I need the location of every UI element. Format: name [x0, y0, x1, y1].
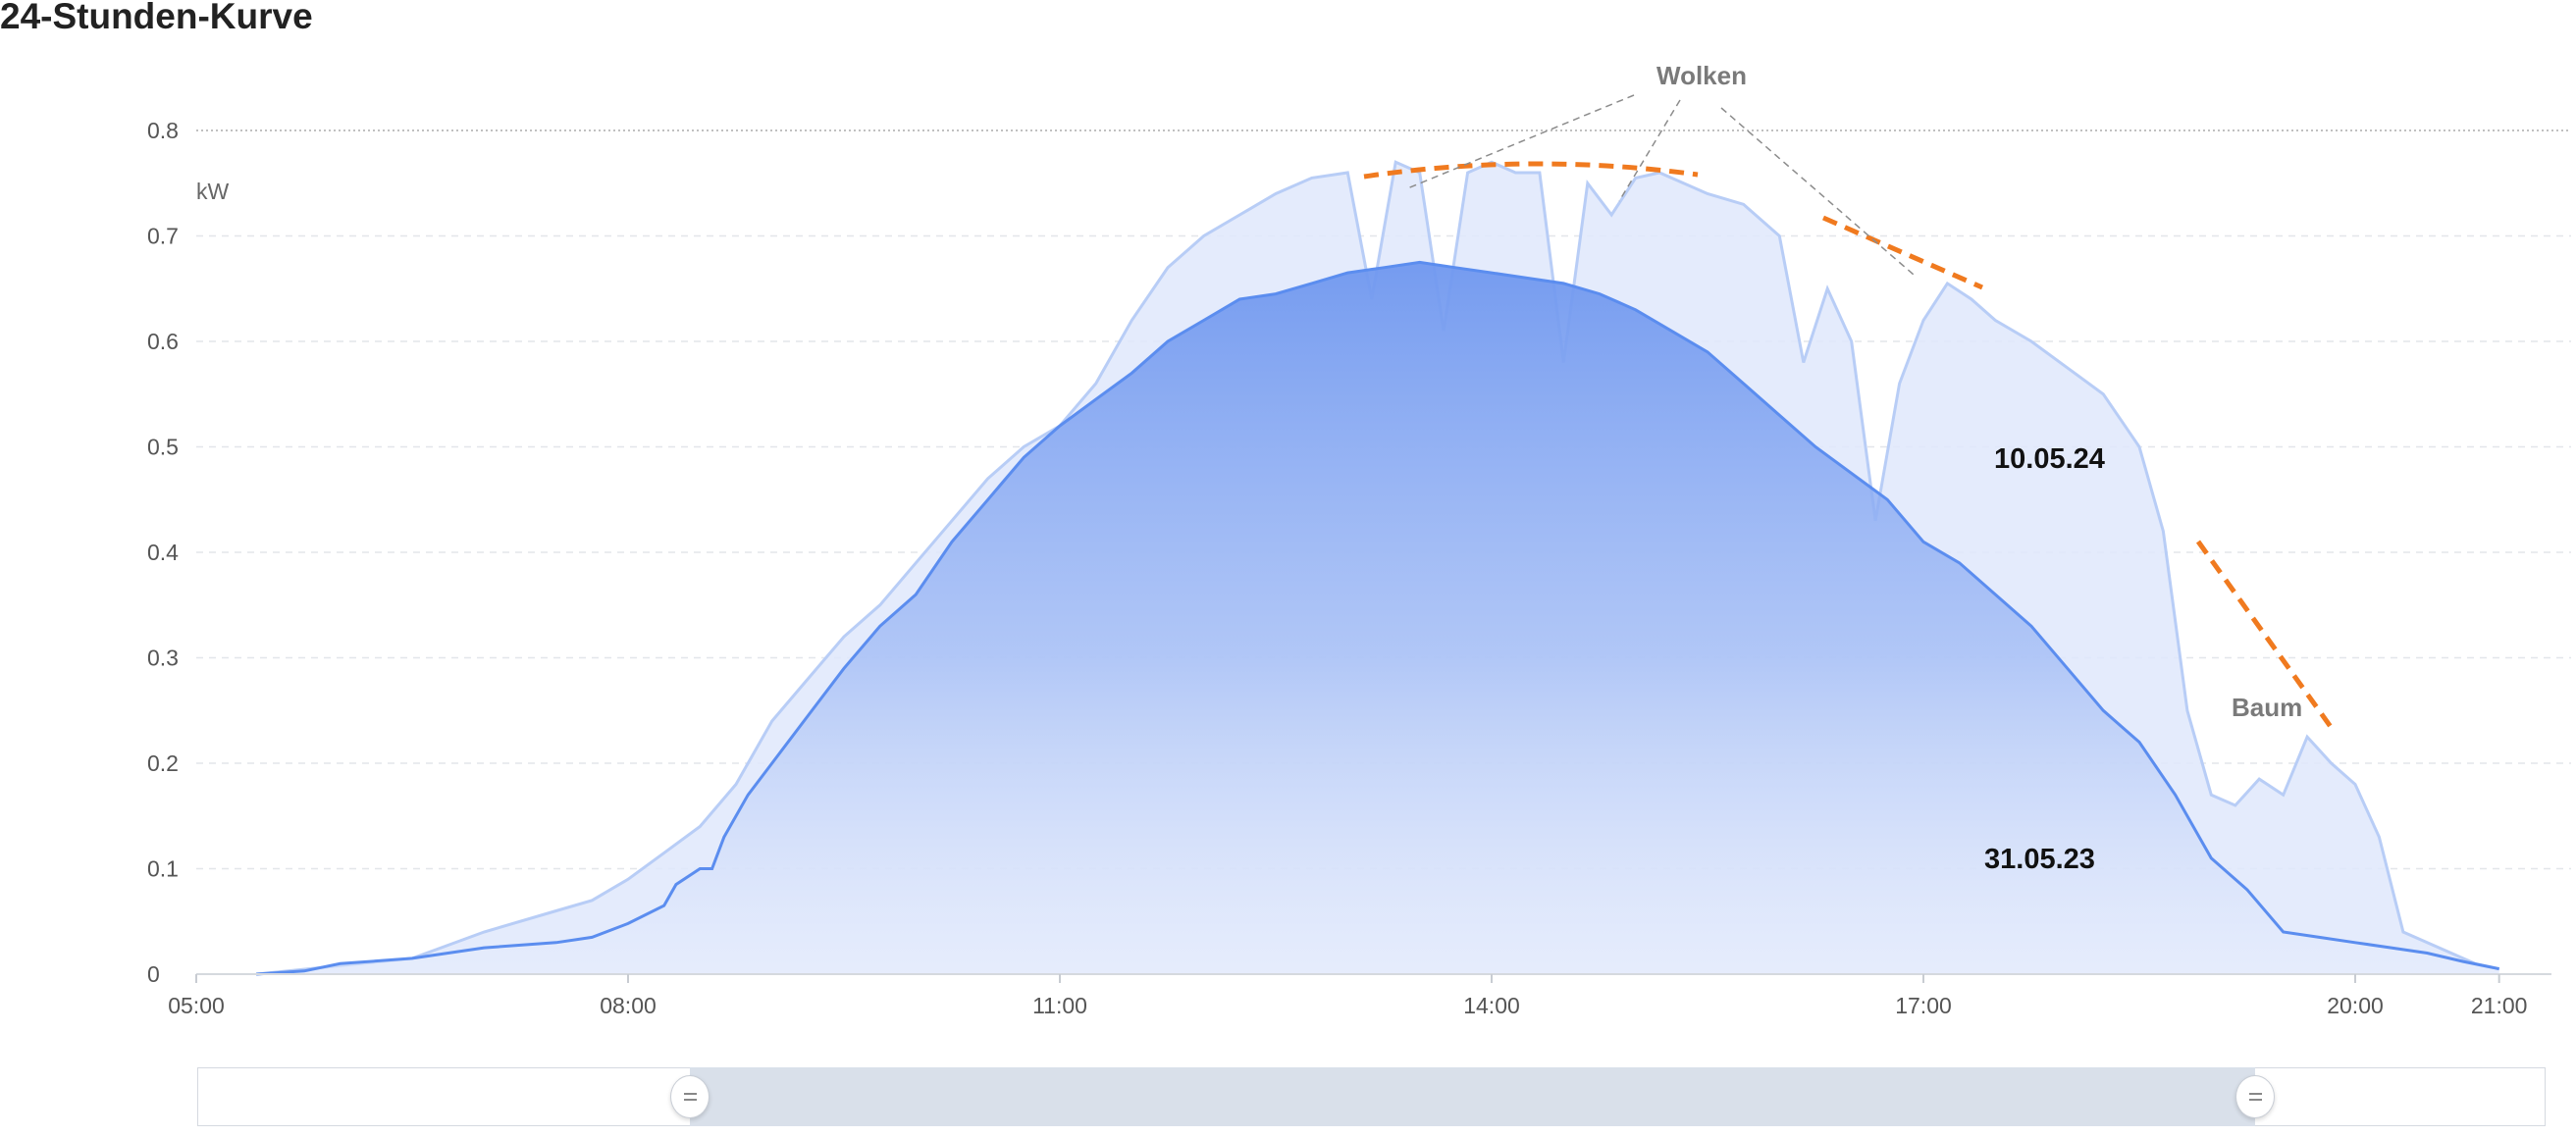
y-tick-label: 0.1: [147, 856, 179, 882]
y-tick-label: 0.2: [147, 750, 179, 776]
y-tick-label: 0.5: [147, 435, 179, 460]
x-tick-label: 14:00: [1463, 993, 1520, 1018]
zoom-slider-start-handle[interactable]: [670, 1075, 710, 1118]
x-tick-label: 17:00: [1895, 993, 1952, 1018]
series-area-2023: [256, 262, 2499, 974]
y-tick-label: 0.8: [147, 118, 179, 143]
zoom-slider-end-handle[interactable]: [2235, 1075, 2275, 1118]
annotation-layer: [1363, 94, 2337, 733]
x-tick-label: 05:00: [168, 993, 225, 1018]
annotation-wolken: Wolken: [1656, 61, 1747, 90]
x-tick-label: 11:00: [1032, 993, 1087, 1018]
y-tick-label: 0.4: [147, 540, 179, 565]
x-tick-label: 20:00: [2327, 993, 2384, 1018]
x-tick-label: 21:00: [2471, 993, 2528, 1018]
annotation-baum: Baum: [2232, 693, 2302, 722]
y-tick-label: 0.3: [147, 646, 179, 671]
annotation-pointer: [1404, 94, 1635, 190]
series-label-2023: 31.05.23: [1984, 844, 2095, 875]
y-tick-label: 0: [147, 961, 160, 987]
y-axis-unit: kW: [196, 179, 230, 204]
shade-trend-line: [2195, 540, 2337, 733]
x-tick-label: 08:00: [600, 993, 657, 1018]
zoom-slider-selection[interactable]: [690, 1067, 2255, 1126]
chart-title: 24-Stunden-Kurve: [0, 0, 313, 36]
series-line-2024: [255, 160, 2500, 976]
series-line-2023: [256, 260, 2500, 976]
axis-layer: 0 0.1 0.2 0.3 0.4 0.5 0.6 0.7 0.8 05:00 08:00 11:00…: [147, 118, 2551, 1018]
series-label-2024: 10.05.24: [1994, 443, 2105, 475]
clear-sky-trend-line: [1363, 161, 1699, 180]
annotation-pointer: [1720, 107, 1915, 276]
plot-area: [255, 160, 2500, 976]
annotation-pointer: [1618, 99, 1681, 202]
y-tick-label: 0.6: [147, 329, 179, 354]
clear-sky-trend-line: [1821, 215, 1984, 290]
y-tick-label: 0.7: [147, 224, 179, 249]
